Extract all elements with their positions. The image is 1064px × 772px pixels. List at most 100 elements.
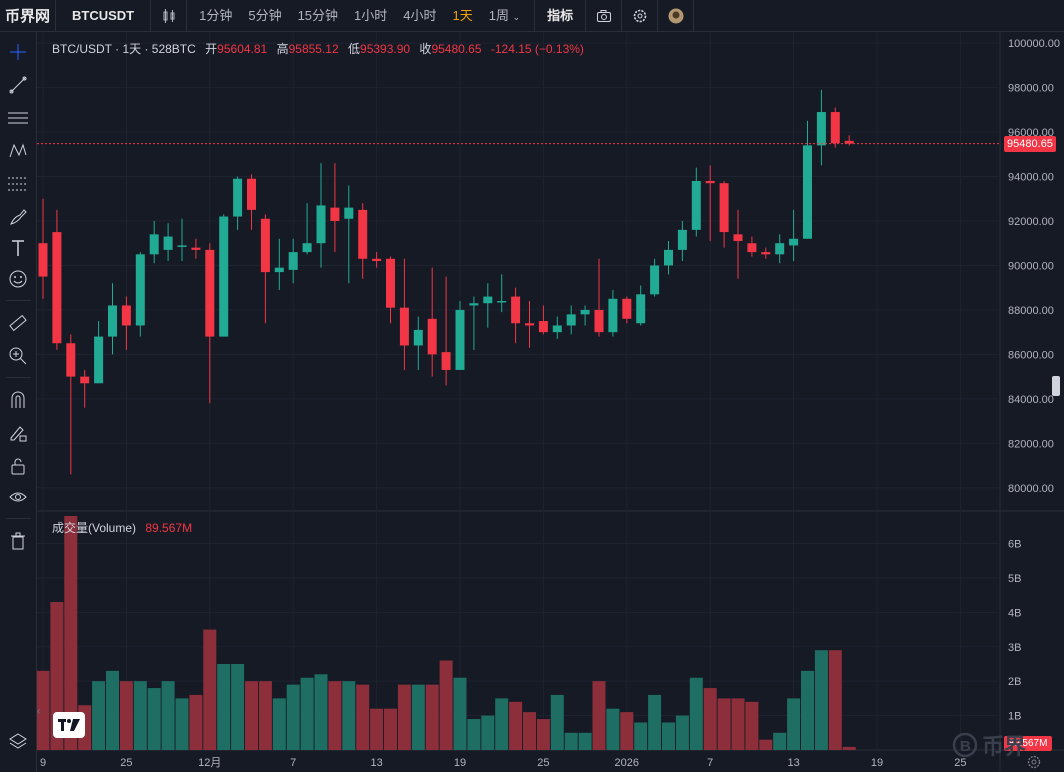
volume-bar [523, 712, 536, 750]
settings-button[interactable] [622, 0, 658, 32]
eye-icon [8, 487, 28, 507]
candle-body [789, 239, 798, 246]
tools-divider [6, 377, 31, 378]
volume-bar [120, 681, 133, 750]
candle-body [317, 205, 326, 243]
candle-body [108, 305, 117, 336]
volume-tick-label: 4B [1008, 607, 1021, 619]
volume-bar [815, 650, 828, 750]
candle-body [136, 254, 145, 325]
trend-line-tool[interactable] [4, 71, 32, 99]
candle-body [275, 268, 284, 272]
candle-body [678, 230, 687, 250]
interval-1m[interactable]: 1分钟 [187, 0, 240, 32]
candle-body [525, 323, 534, 325]
watermark-coin-icon: B [952, 732, 978, 758]
candle-body [650, 265, 659, 294]
interval-1w-label: 1周 [489, 8, 509, 23]
volume-bar [370, 709, 383, 750]
volume-bar [217, 664, 230, 750]
indicators-button[interactable]: 指标 [535, 0, 586, 32]
volume-bar [273, 698, 286, 750]
time-tick-label: 25 [120, 757, 132, 769]
candle-style-button[interactable] [151, 0, 187, 32]
tradingview-logo[interactable] [53, 712, 85, 738]
legend-low-label: 低 [348, 42, 360, 56]
interval-1d[interactable]: 1天 [445, 0, 481, 32]
emoji-tool[interactable] [4, 265, 32, 293]
volume-axis: 6B5B4B3B2B1B [1008, 539, 1021, 723]
candle-body [720, 183, 729, 232]
volume-bar [384, 709, 397, 750]
candle-body [497, 301, 506, 303]
candle-body [52, 232, 61, 343]
volume-bar [565, 733, 578, 750]
candle-body [706, 181, 715, 183]
lock-drawing-tool[interactable] [4, 419, 32, 447]
magnet-tool[interactable] [4, 386, 32, 414]
legend-high: 95855.12 [289, 42, 339, 56]
volume-tick-label: 6B [1008, 539, 1021, 551]
volume-bar [843, 747, 856, 750]
brush-icon [8, 207, 28, 227]
candle-body [247, 179, 256, 210]
interval-4h[interactable]: 4小时 [395, 0, 444, 32]
horizontal-lines-tool[interactable] [4, 104, 32, 132]
candle-body [817, 112, 826, 145]
legend-change: -124.15 (−0.13%) [491, 42, 584, 56]
pattern-tool[interactable] [4, 137, 32, 165]
delete-drawings-tool[interactable] [4, 527, 32, 555]
candle-body [386, 259, 395, 308]
interval-15m[interactable]: 15分钟 [290, 0, 346, 32]
fibonacci-icon [7, 174, 29, 194]
candle [831, 108, 840, 148]
candle-body [66, 343, 75, 376]
brush-tool[interactable] [4, 203, 32, 231]
plot-background [37, 32, 1000, 750]
price-legend: BTC/USDT · 1天 · 528BTC 开95604.81 高95855.… [52, 40, 584, 57]
chart-settings-gear-icon[interactable] [1026, 754, 1042, 770]
price-scale-handle[interactable] [1052, 376, 1060, 396]
candle-body [80, 377, 89, 384]
volume-bar [398, 685, 411, 750]
legend-symbol: BTC/USDT · 1天 · 528BTC [52, 42, 196, 56]
fib-tool[interactable] [4, 170, 32, 198]
interval-1h[interactable]: 1小时 [346, 0, 395, 32]
volume-bar [801, 671, 814, 750]
candle-body [539, 321, 548, 332]
gear-icon [632, 8, 648, 24]
measure-tool[interactable] [4, 309, 32, 337]
price-tick-label: 98000.00 [1008, 83, 1054, 95]
crosshair-tool[interactable] [4, 38, 32, 66]
candle-body [622, 299, 631, 319]
candle-body [191, 248, 200, 250]
candle-body [205, 250, 214, 337]
volume-bar [759, 740, 772, 750]
candle-body [39, 243, 48, 276]
snapshot-button[interactable] [586, 0, 622, 32]
time-tick-label: 13 [370, 757, 382, 769]
hide-drawings-tool[interactable] [4, 483, 32, 511]
site-logo[interactable]: 币界网 [0, 0, 56, 32]
volume-bar [356, 685, 369, 750]
candlestick-chart[interactable]: 100000.0098000.0096000.0094000.0092000.0… [0, 0, 1064, 772]
interval-1w[interactable]: 1周 ⌄ [481, 0, 528, 32]
avatar-button[interactable] [658, 0, 694, 32]
zoom-tool[interactable] [4, 342, 32, 370]
symbol-selector[interactable]: BTCUSDT [56, 0, 151, 32]
volume-bar [718, 698, 731, 750]
candle-body [567, 314, 576, 325]
volume-bar [328, 681, 341, 750]
lock-all-tool[interactable] [4, 452, 32, 480]
volume-bar [662, 722, 675, 750]
legend-open-label: 开 [205, 42, 217, 56]
candle-body [164, 237, 173, 250]
layers-button[interactable] [4, 727, 32, 755]
collapse-toolbar-icon[interactable]: ‹ [37, 704, 45, 720]
pattern-icon [8, 141, 28, 161]
candle-body [636, 294, 645, 323]
price-tick-label: 80000.00 [1008, 483, 1054, 495]
interval-5m[interactable]: 5分钟 [240, 0, 289, 32]
candle-body [761, 252, 770, 254]
text-tool[interactable] [4, 234, 32, 262]
